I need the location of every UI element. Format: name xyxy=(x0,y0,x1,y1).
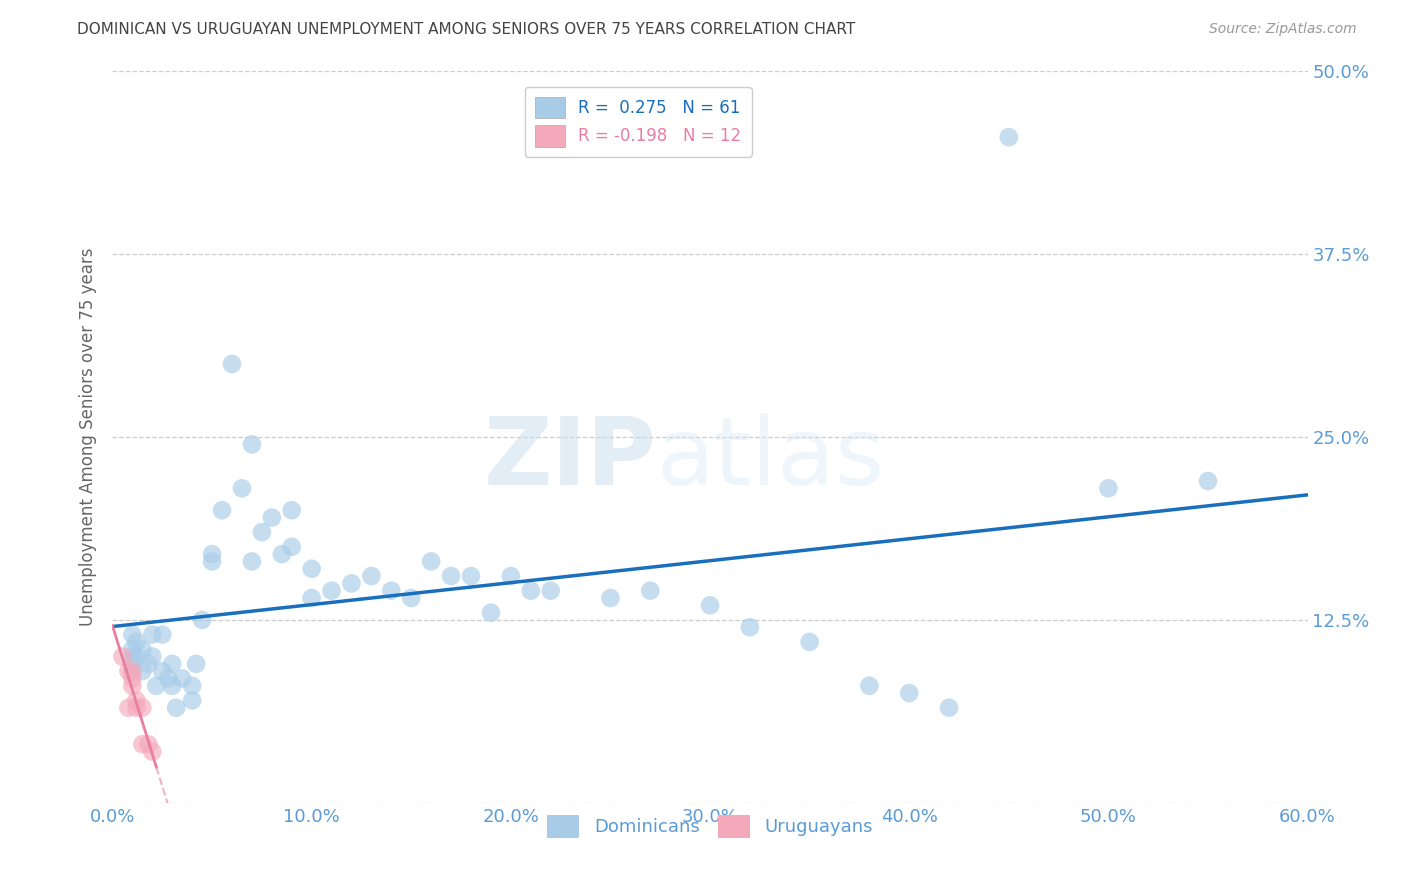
Point xyxy=(117,664,139,678)
Point xyxy=(858,679,880,693)
Point xyxy=(121,627,143,641)
Point xyxy=(270,547,292,561)
Text: atlas: atlas xyxy=(657,413,884,505)
Point xyxy=(138,657,160,671)
Point xyxy=(401,591,423,605)
Point xyxy=(360,569,382,583)
Point xyxy=(250,525,273,540)
Point xyxy=(201,554,224,568)
Text: DOMINICAN VS URUGUAYAN UNEMPLOYMENT AMONG SENIORS OVER 75 YEARS CORRELATION CHAR: DOMINICAN VS URUGUAYAN UNEMPLOYMENT AMON… xyxy=(77,22,856,37)
Point xyxy=(125,693,148,707)
Point xyxy=(231,481,253,495)
Point xyxy=(172,672,194,686)
Point xyxy=(440,569,463,583)
Point xyxy=(131,664,153,678)
Point xyxy=(181,693,204,707)
Point xyxy=(479,606,502,620)
Point xyxy=(938,700,960,714)
Point xyxy=(162,657,183,671)
Point xyxy=(186,657,208,671)
Point xyxy=(281,540,304,554)
Point xyxy=(240,554,263,568)
Point xyxy=(240,437,263,451)
Point xyxy=(121,664,143,678)
Point xyxy=(380,583,402,598)
Point xyxy=(281,503,304,517)
Point xyxy=(340,576,363,591)
Point xyxy=(121,649,143,664)
Point xyxy=(121,672,143,686)
Point xyxy=(799,635,821,649)
Point xyxy=(640,583,662,598)
Y-axis label: Unemployment Among Seniors over 75 years: Unemployment Among Seniors over 75 years xyxy=(79,248,97,626)
Point xyxy=(1097,481,1119,495)
Point xyxy=(150,664,173,678)
Point xyxy=(121,679,143,693)
Point xyxy=(162,679,183,693)
Text: ZIP: ZIP xyxy=(484,413,657,505)
Point xyxy=(125,635,148,649)
Point xyxy=(121,657,143,671)
Point xyxy=(131,700,153,714)
Point xyxy=(125,700,148,714)
Point xyxy=(260,510,283,524)
Point xyxy=(201,547,224,561)
Point xyxy=(131,642,153,657)
Point xyxy=(131,737,153,751)
Point xyxy=(420,554,443,568)
Point xyxy=(141,649,163,664)
Point xyxy=(1197,474,1219,488)
Point xyxy=(121,642,143,657)
Legend: Dominicans, Uruguayans: Dominicans, Uruguayans xyxy=(540,807,880,845)
Point xyxy=(141,627,163,641)
Point xyxy=(125,649,148,664)
Point xyxy=(191,613,214,627)
Point xyxy=(738,620,761,634)
Point xyxy=(181,679,204,693)
Point xyxy=(460,569,482,583)
Point xyxy=(157,672,180,686)
Point xyxy=(699,599,721,613)
Point xyxy=(141,745,163,759)
Point xyxy=(117,700,139,714)
Point xyxy=(121,664,143,678)
Point xyxy=(540,583,562,598)
Point xyxy=(898,686,921,700)
Point xyxy=(998,130,1021,145)
Point xyxy=(520,583,543,598)
Point xyxy=(301,591,323,605)
Point xyxy=(150,627,173,641)
Point xyxy=(145,679,167,693)
Point xyxy=(221,357,243,371)
Point xyxy=(599,591,621,605)
Text: Source: ZipAtlas.com: Source: ZipAtlas.com xyxy=(1209,22,1357,37)
Point xyxy=(301,562,323,576)
Point xyxy=(499,569,522,583)
Point xyxy=(138,737,160,751)
Point xyxy=(165,700,187,714)
Point xyxy=(321,583,343,598)
Point xyxy=(111,649,134,664)
Point xyxy=(211,503,233,517)
